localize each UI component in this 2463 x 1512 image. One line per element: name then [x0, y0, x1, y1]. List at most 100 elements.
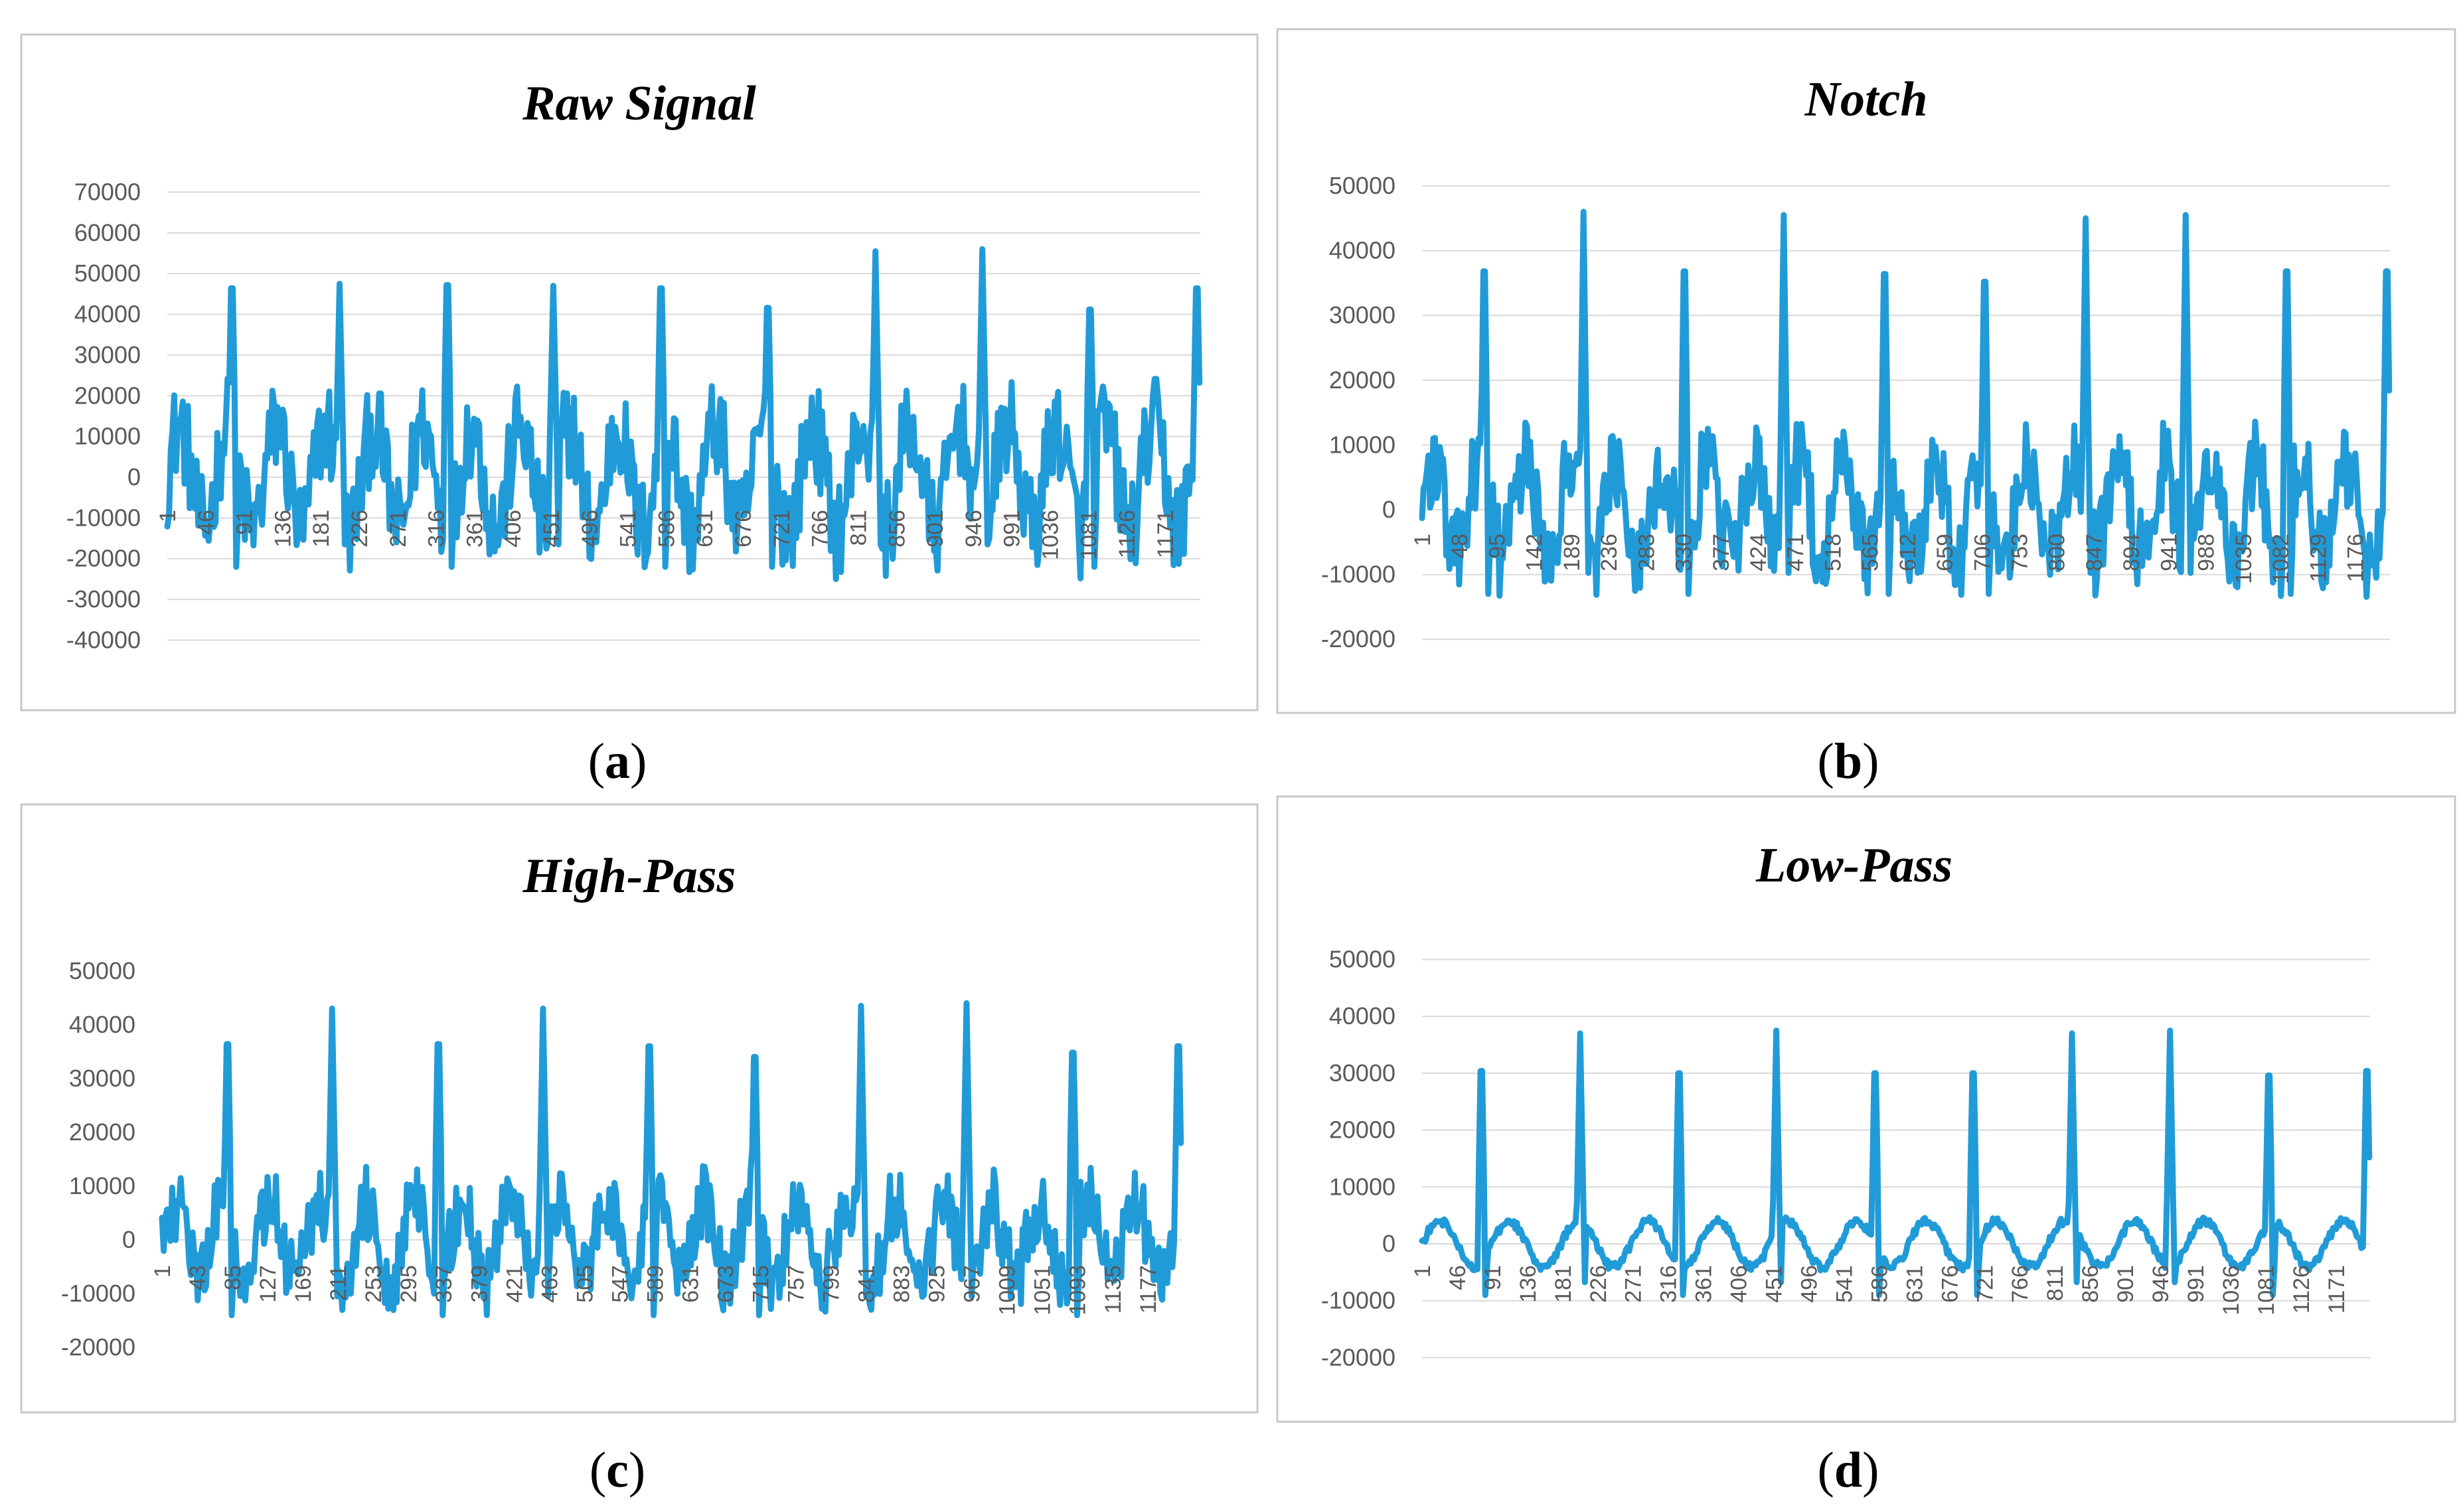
y-tick-label: -20000 [61, 1333, 135, 1361]
panel-notch: Notch 50000 40000 30000 20000 10000 0 -10000 -2… [1276, 28, 2456, 714]
series-line [1419, 1027, 2373, 1298]
caption-c: (c) [590, 1442, 645, 1498]
x-tick-label: 800 [2045, 534, 2070, 571]
x-tick-label: 586 [654, 510, 679, 548]
chart-title: Raw Signal [522, 76, 756, 131]
x-tick-label: 48 [1447, 534, 1472, 559]
plot-area: 70000 60000 50000 40000 30000 20000 10000 0 -100… [66, 178, 1203, 653]
x-tick-label: 721 [769, 510, 795, 548]
x-tick-label: 43 [185, 1265, 210, 1290]
y-tick-label: 10000 [69, 1172, 135, 1199]
panel-high-pass: High-Pass 50000 40000 30000 20000 10000 0 -100… [20, 803, 1259, 1414]
caption-d: (d) [1818, 1442, 1879, 1498]
x-tick-label: 518 [1820, 534, 1846, 571]
panel-raw-signal: Raw Signal 70000 60000 50000 40000 30000 2000… [20, 33, 1259, 712]
x-tick-label: 271 [1621, 1265, 1646, 1303]
y-tick-label: 50000 [1329, 172, 1395, 199]
x-tick-label: 471 [1783, 534, 1808, 571]
panel-low-pass: Low-Pass 50000 40000 30000 20000 10000 0 -1000… [1276, 795, 2456, 1423]
y-tick-label: 40000 [74, 301, 141, 328]
x-tick-label: 946 [2148, 1265, 2174, 1303]
x-tick-label: 941 [2156, 534, 2182, 571]
x-tick-label: 1 [1410, 1265, 1435, 1278]
y-tick-label: -40000 [66, 626, 141, 653]
y-tick-label: 20000 [69, 1118, 135, 1146]
x-tick-label: 505 [572, 1265, 597, 1303]
x-tick-label: 1176 [2344, 534, 2369, 582]
y-tick-label: 10000 [1329, 1173, 1395, 1200]
x-tick-label: 46 [1445, 1265, 1470, 1290]
y-tick-label: 0 [127, 463, 141, 491]
x-tick-label: 496 [578, 510, 603, 548]
x-tick-label: 631 [1902, 1265, 1927, 1303]
y-tick-label: 30000 [69, 1065, 135, 1092]
x-tick-label: 283 [1634, 534, 1659, 571]
x-tick-label: 421 [502, 1265, 527, 1303]
x-tick-label: 589 [643, 1265, 668, 1303]
x-tick-label: 1126 [2289, 1265, 2314, 1314]
caption-b: (b) [1818, 733, 1879, 789]
x-tick-label: 46 [194, 510, 219, 535]
caption-letter: b [1834, 733, 1862, 789]
y-tick-label: 10000 [1329, 431, 1395, 458]
x-tick-label: 451 [539, 510, 564, 548]
x-tick-label: 811 [2043, 1265, 2068, 1301]
x-tick-label: 424 [1746, 534, 1771, 571]
x-tick-label: 847 [2082, 534, 2107, 571]
x-tick-label: 142 [1522, 534, 1548, 571]
x-tick-label: 856 [2078, 1265, 2103, 1303]
x-tick-label: 676 [731, 510, 756, 548]
x-tick-label: 706 [1970, 534, 1995, 571]
x-tick-label: 91 [1480, 1265, 1506, 1290]
x-tick-label: 361 [462, 510, 487, 548]
y-tick-label: 20000 [74, 382, 141, 409]
x-tick-label: 901 [2113, 1265, 2138, 1303]
x-tick-label: 1171 [2324, 1265, 2349, 1314]
x-tick-label: 1129 [2306, 534, 2331, 582]
caption-a: (a) [588, 733, 647, 789]
caption-letter: a [605, 733, 630, 789]
x-tick-label: 181 [309, 510, 334, 548]
x-tick-label: 988 [2194, 534, 2219, 571]
x-tick-label: 361 [1692, 1265, 1717, 1303]
x-tick-label: 991 [2184, 1265, 2209, 1303]
x-tick-label: 766 [2008, 1265, 2033, 1303]
chart-title: High-Pass [522, 849, 736, 903]
y-tick-label: -10000 [66, 504, 141, 531]
x-tick-label: 136 [270, 510, 295, 548]
x-tick-label: 1 [150, 1265, 175, 1278]
x-tick-label: 226 [347, 510, 372, 548]
x-tick-label: 1 [1410, 534, 1435, 546]
y-tick-label: -20000 [1321, 1343, 1395, 1371]
x-tick-label: 189 [1559, 534, 1585, 571]
x-tick-label: 631 [678, 1265, 703, 1303]
x-tick-label: 901 [923, 510, 948, 548]
x-tick-label: 1177 [1136, 1265, 1161, 1314]
x-tick-label: 1036 [2219, 1265, 2244, 1316]
x-tick-label: 586 [1867, 1265, 1892, 1303]
x-tick-label: 295 [396, 1265, 422, 1303]
y-tick-label: 30000 [74, 341, 141, 368]
y-tick-label: 50000 [69, 957, 135, 984]
x-tick-label: 136 [1516, 1265, 1541, 1303]
x-tick-label: 337 [432, 1265, 457, 1303]
x-tick-label: 991 [1000, 510, 1025, 548]
x-tick-label: 894 [2119, 534, 2144, 571]
y-tick-label: 0 [122, 1226, 135, 1253]
x-tick-label: 721 [1972, 1265, 1998, 1303]
y-tick-label: 30000 [1329, 301, 1395, 329]
x-tick-label: 91 [232, 510, 258, 535]
y-tick-label: 20000 [1329, 1116, 1395, 1144]
x-tick-label: 925 [925, 1265, 950, 1303]
x-tick-label: 1171 [1153, 510, 1178, 558]
x-tick-label: 379 [467, 1265, 492, 1303]
x-tick-label: 799 [819, 1265, 844, 1303]
x-tick-label: 253 [361, 1265, 386, 1303]
y-tick-label: -10000 [61, 1280, 135, 1307]
x-tick-label: 406 [1727, 1265, 1752, 1303]
series-line [159, 1000, 1184, 1318]
x-tick-label: 1035 [2231, 534, 2257, 584]
